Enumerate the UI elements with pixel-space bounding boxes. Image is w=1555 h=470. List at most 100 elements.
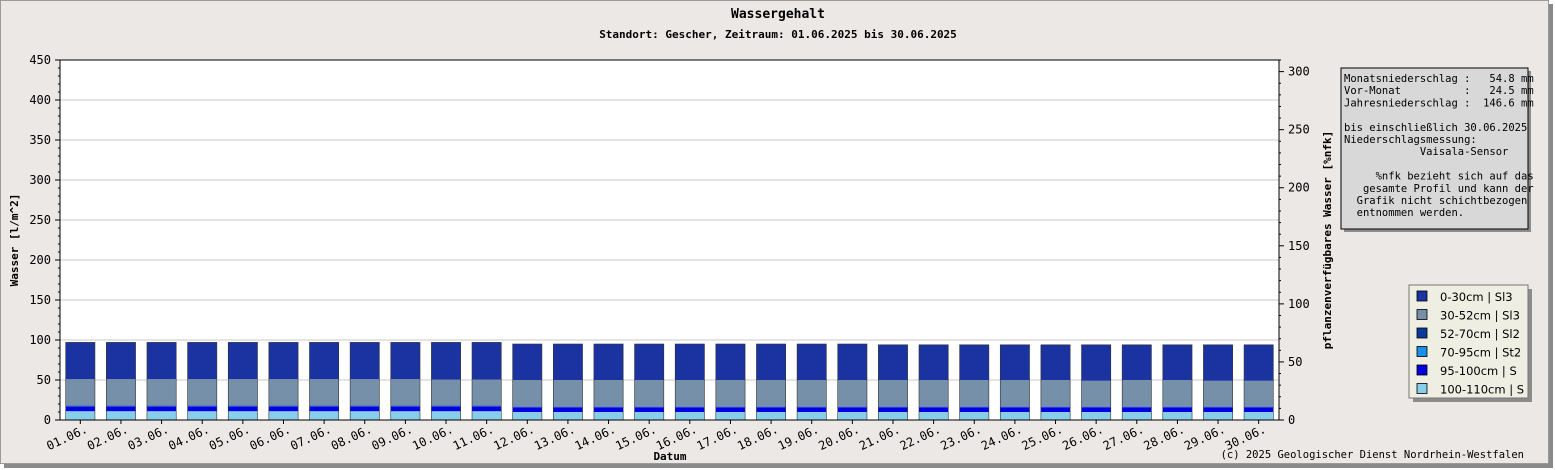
bar-segment bbox=[65, 406, 95, 412]
bar-segment bbox=[1162, 344, 1193, 380]
x-tick-label: 14.06. bbox=[573, 422, 618, 453]
bar-segment bbox=[268, 379, 299, 406]
y2-tick-label: 300 bbox=[1288, 65, 1310, 79]
legend-label: 70-95cm | St2 bbox=[1440, 346, 1521, 360]
bar-segment bbox=[593, 412, 624, 420]
legend-label: 100-110cm | S bbox=[1440, 383, 1524, 397]
bar-segment bbox=[675, 344, 705, 380]
info-line: bis einschließlich 30.06.2025 bbox=[1344, 122, 1527, 134]
plot-border bbox=[59, 59, 1280, 421]
bar-segment bbox=[675, 412, 705, 420]
bar-segment bbox=[309, 379, 339, 406]
bar-segment bbox=[106, 406, 136, 412]
bar-segment bbox=[1244, 344, 1274, 381]
bar-segment bbox=[878, 380, 908, 407]
legend-swatch bbox=[1416, 383, 1428, 394]
bar-segment bbox=[431, 379, 461, 406]
bar-segment bbox=[715, 407, 746, 412]
bar-segment bbox=[472, 411, 502, 420]
bar-segment bbox=[228, 406, 258, 412]
y2-tick-label: 150 bbox=[1288, 239, 1310, 253]
bar-segment bbox=[593, 380, 624, 407]
bar-segment bbox=[512, 407, 542, 412]
y2-tick-label: 0 bbox=[1288, 413, 1295, 427]
info-line: Niederschlagsmessung: bbox=[1344, 134, 1477, 146]
bar-segment bbox=[350, 411, 380, 420]
x-tick-label: 04.06. bbox=[166, 422, 211, 453]
bar-segment bbox=[797, 407, 827, 412]
bar-segment bbox=[918, 407, 949, 412]
bar-segment bbox=[1203, 344, 1233, 381]
bar-segment bbox=[350, 342, 380, 380]
bar-segment bbox=[512, 380, 542, 407]
bar-segment bbox=[959, 407, 989, 412]
info-line: Vaisala-Sensor bbox=[1344, 146, 1508, 158]
y-tick-label: 150 bbox=[29, 293, 51, 307]
legend-panel bbox=[1408, 284, 1529, 399]
y2-tick-label: 50 bbox=[1288, 355, 1302, 369]
y-tick-label: 100 bbox=[29, 333, 51, 347]
x-tick-label: 28.06. bbox=[1141, 422, 1186, 453]
bar-segment bbox=[106, 411, 136, 420]
bar-segment bbox=[878, 412, 908, 420]
bar-segment bbox=[878, 407, 908, 412]
plot-area bbox=[60, 60, 1279, 420]
bar-segment bbox=[228, 342, 258, 380]
bar-segment bbox=[1162, 380, 1193, 407]
bar-segment bbox=[65, 379, 95, 406]
bar-segment bbox=[1081, 407, 1111, 412]
info-line: Vor-Monat : 24.5 mm bbox=[1344, 85, 1534, 97]
x-tick-label: 24.06. bbox=[979, 422, 1024, 453]
bar-segment bbox=[309, 342, 339, 380]
bar-segment bbox=[1244, 407, 1274, 412]
bar-segment bbox=[1162, 412, 1193, 420]
legend-label: 0-30cm | Sl3 bbox=[1440, 290, 1513, 304]
bar-segment bbox=[309, 406, 339, 412]
x-axis-label: Datum bbox=[653, 450, 686, 463]
bars-group bbox=[65, 342, 1274, 421]
y-tick-label: 0 bbox=[44, 413, 51, 427]
bar-segment bbox=[918, 380, 949, 407]
info-box-panel bbox=[1340, 67, 1529, 230]
x-tick-label: 07.06. bbox=[288, 422, 333, 453]
y2-tick-label: 250 bbox=[1288, 123, 1310, 137]
info-line: gesamte Profil und kann der bbox=[1344, 183, 1534, 195]
x-tick-label: 20.06. bbox=[816, 422, 861, 453]
bar-segment bbox=[1000, 344, 1030, 380]
y-tick-label: 300 bbox=[29, 173, 51, 187]
copyright-text: (c) 2025 Geologischer Dienst Nordrhein-W… bbox=[1221, 449, 1524, 461]
bar-segment bbox=[228, 379, 258, 406]
bar-segment bbox=[390, 411, 421, 420]
x-tick-label: 08.06. bbox=[329, 422, 374, 453]
x-tick-label: 25.06. bbox=[1020, 422, 1065, 453]
x-tick-label: 26.06. bbox=[1060, 422, 1105, 453]
bar-segment bbox=[431, 342, 461, 380]
bar-segment bbox=[1040, 412, 1071, 420]
bar-segment bbox=[106, 342, 136, 380]
bar-segment bbox=[593, 407, 624, 412]
info-line: entnommen werden. bbox=[1344, 207, 1464, 219]
x-tick-label: 23.06. bbox=[938, 422, 983, 453]
bar-segment bbox=[918, 412, 949, 420]
bar-segment bbox=[187, 406, 217, 412]
x-tick-label: 19.06. bbox=[776, 422, 821, 453]
bar-segment bbox=[1244, 412, 1274, 420]
bar-segment bbox=[1122, 407, 1152, 412]
bar-segment bbox=[1000, 407, 1030, 412]
bar-segment bbox=[512, 412, 542, 420]
bar-segment bbox=[65, 342, 95, 380]
info-line: %nfk bezieht sich auf das bbox=[1344, 171, 1534, 183]
bar-segment bbox=[634, 407, 664, 412]
grid-lines bbox=[60, 59, 1279, 381]
legend-label: 52-70cm | Sl2 bbox=[1440, 327, 1520, 341]
legend-swatch bbox=[1416, 346, 1428, 357]
bar-segment bbox=[715, 412, 746, 420]
bar-segment bbox=[350, 379, 380, 406]
bar-segment bbox=[797, 380, 827, 407]
x-tick-label: 17.06. bbox=[695, 422, 740, 453]
bar-segment bbox=[187, 342, 217, 380]
x-tick-label: 10.06. bbox=[410, 422, 455, 453]
bar-segment bbox=[1081, 380, 1111, 407]
bar-segment bbox=[146, 406, 177, 412]
